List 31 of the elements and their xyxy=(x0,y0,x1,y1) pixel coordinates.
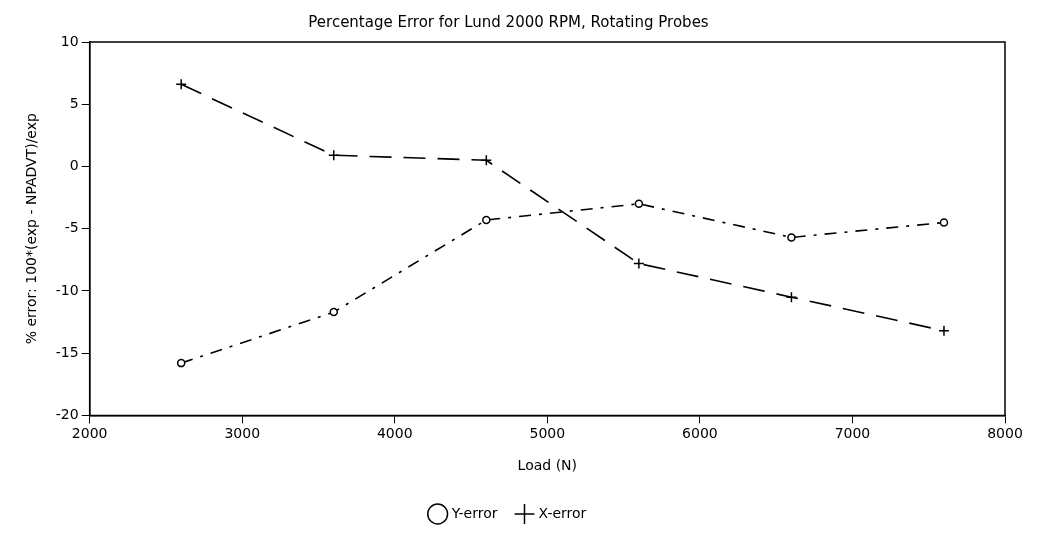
point xyxy=(938,325,950,337)
point xyxy=(175,78,187,91)
y-tick-label: -10 xyxy=(55,281,79,298)
y-tick-label: -15 xyxy=(55,343,79,360)
point xyxy=(176,358,186,368)
y-tick-label: 10 xyxy=(60,32,79,49)
point xyxy=(634,199,644,209)
legend-label: Y-error xyxy=(450,504,498,521)
x-tick-label: 3000 xyxy=(224,425,261,442)
chart-title: Percentage Error for Lund 2000 RPM, Rotating Probes xyxy=(308,12,709,31)
point xyxy=(329,307,339,317)
legend-label: X-error xyxy=(538,504,587,521)
x-tick-label: 6000 xyxy=(682,425,718,442)
x-tick-label: 4000 xyxy=(376,425,413,442)
point xyxy=(787,233,796,242)
y-tick-label: -5 xyxy=(64,219,79,236)
x-tick-label: 5000 xyxy=(529,425,566,442)
point xyxy=(480,154,493,166)
x-tick-label: 7000 xyxy=(834,425,871,442)
y-tick-label: 0 xyxy=(69,157,79,174)
x-tick-label: 8000 xyxy=(987,425,1023,442)
x-axis-title: Load (N) xyxy=(517,457,578,474)
point xyxy=(482,215,491,225)
point xyxy=(939,218,949,227)
x-tick-label: 2000 xyxy=(71,425,108,442)
y-tick-label: 5 xyxy=(69,94,79,111)
y-axis-title: % error: 100*(exp - NPADVT)/exp xyxy=(23,112,40,345)
point xyxy=(328,149,340,162)
point xyxy=(633,257,645,270)
point xyxy=(785,291,798,303)
y-tick-label: -20 xyxy=(55,406,79,423)
